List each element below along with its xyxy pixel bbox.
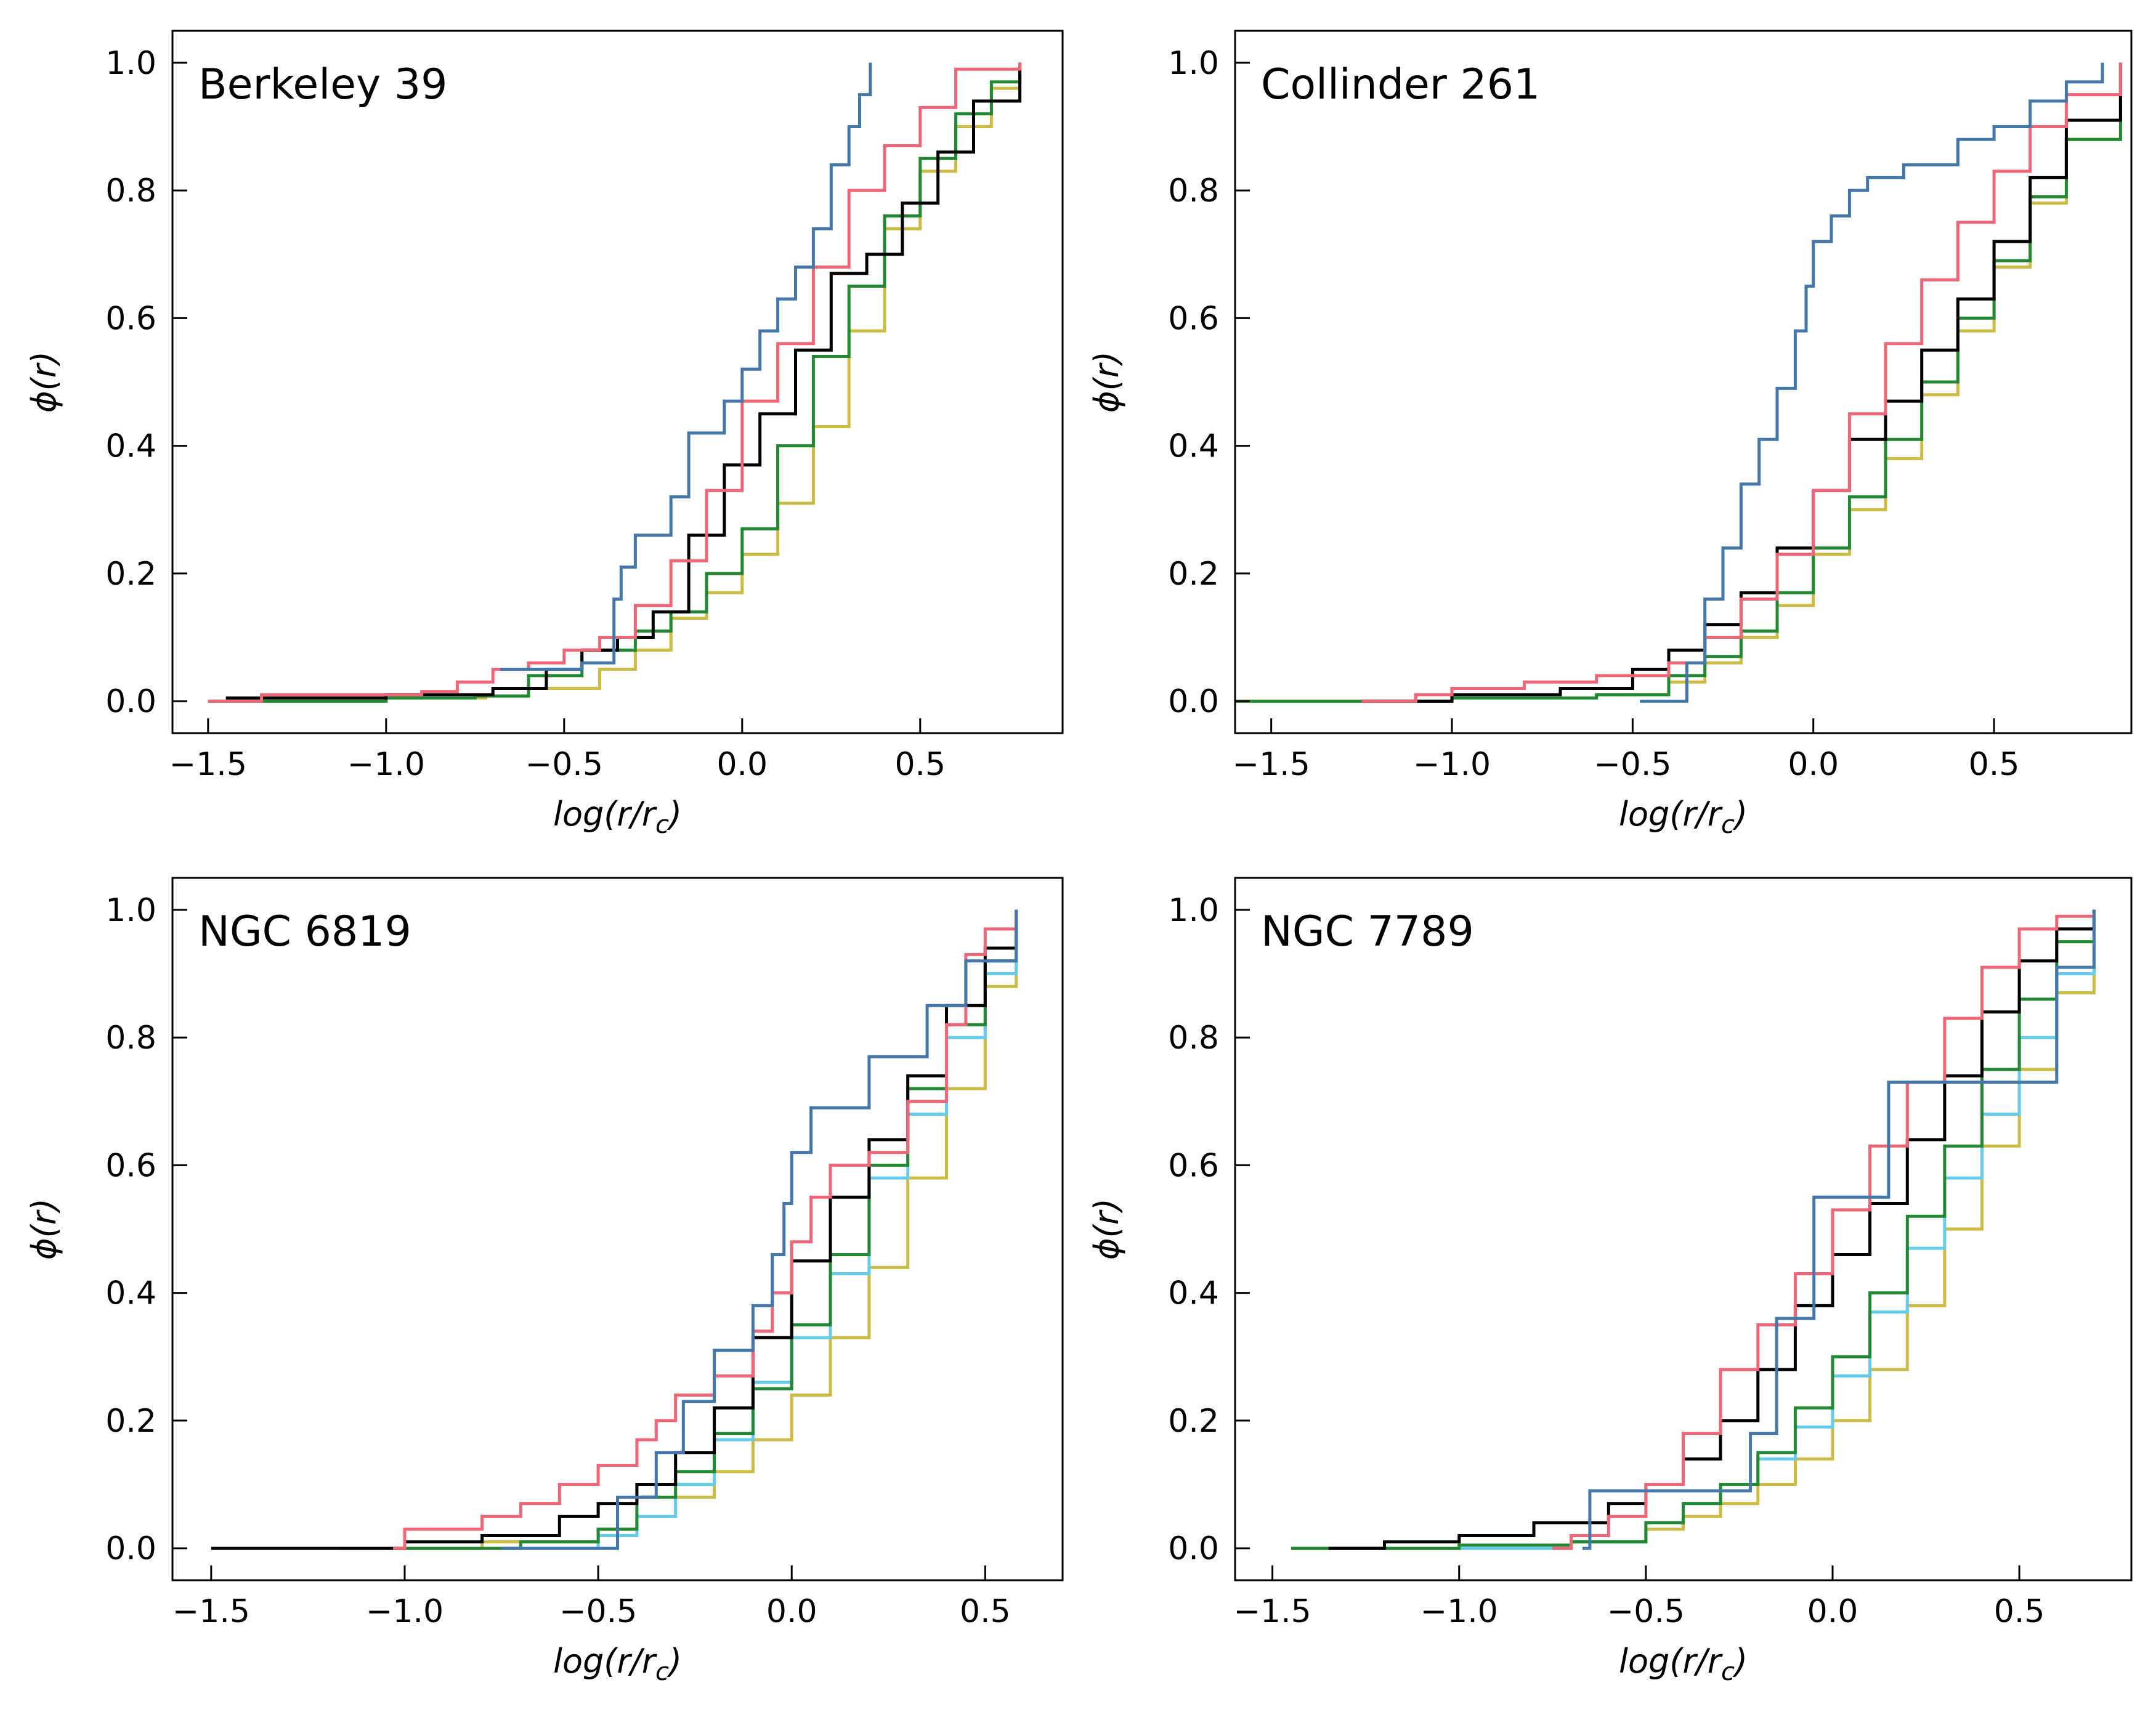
series-group: [1235, 62, 2122, 703]
panel-title: Berkeley 39: [198, 60, 447, 109]
x-tick-label: 0.0: [1807, 1593, 1858, 1630]
x-tick-label: −1.0: [347, 746, 425, 783]
panels-container: −1.5 −1.0 −0.5 0.0 0.5 0.0 0.2 0.4 0.6 0.8 1.0 log(…: [25, 30, 2133, 1686]
y-tick-label: 0.8: [105, 172, 156, 209]
axes-frame: [171, 877, 1064, 1581]
y-tick-label: 0.0: [105, 1530, 156, 1567]
y-axis-label: ϕ(r): [1087, 1198, 1126, 1260]
x-tick-label: 0.5: [894, 746, 946, 783]
x-axis-label: log(r/rc): [553, 795, 682, 839]
y-tick-label: 0.0: [1168, 1530, 1219, 1567]
series-line-blue: [1582, 909, 2096, 1550]
x-tick-label: −1.5: [1233, 1593, 1311, 1630]
series-line-black: [225, 62, 1022, 700]
x-tick-label: −1.0: [1413, 746, 1491, 783]
y-axis-label: ϕ(r): [1087, 351, 1126, 413]
y-tick-label: 0.2: [105, 556, 156, 593]
x-axis-label: log(r/rc): [553, 1642, 682, 1686]
x-tick-label: −1.5: [1233, 746, 1310, 783]
x-tick-label: −0.5: [1607, 1593, 1685, 1630]
y-tick-label: 0.8: [105, 1020, 156, 1057]
series-line-blue: [501, 909, 1018, 1550]
y-tick-label: 0.6: [105, 300, 156, 337]
series-group: [1291, 909, 2096, 1550]
y-tick-label: 0.6: [105, 1147, 156, 1184]
x-axis-label: log(r/rc): [1619, 795, 1748, 839]
y-tick-label: 0.0: [1168, 683, 1219, 720]
x-axis-label: log(r/rc): [1619, 1642, 1748, 1686]
x-tick-label: 0.0: [716, 746, 768, 783]
y-tick-label: 0.0: [105, 683, 156, 720]
x-tick-label: 0.0: [766, 1593, 817, 1630]
series-line-red: [393, 909, 1018, 1550]
series-line-blue: [1640, 62, 2104, 703]
panel-title: NGC 6819: [198, 907, 411, 956]
y-axis-label: ϕ(r): [25, 351, 63, 413]
axes-frame: [1234, 30, 2133, 734]
panel-title: NGC 7789: [1261, 907, 1474, 956]
series-line-green: [1235, 62, 2122, 703]
x-tick-label: 0.5: [1969, 746, 2020, 783]
y-tick-label: 0.8: [1168, 172, 1219, 209]
y-tick-label: 0.6: [1168, 300, 1219, 337]
series-line-red: [1361, 62, 2122, 703]
y-tick-label: 0.4: [1168, 1275, 1219, 1312]
series-line-green: [1291, 909, 2096, 1550]
x-tick-label: 0.0: [1788, 746, 1839, 783]
panel-title: Collinder 261: [1261, 60, 1540, 109]
y-tick-label: 0.4: [105, 1275, 156, 1312]
x-tick-label: −0.5: [525, 746, 603, 783]
y-tick-label: 0.8: [1168, 1020, 1219, 1057]
x-tick-label: −1.0: [1420, 1593, 1498, 1630]
series-group: [211, 909, 1018, 1550]
x-tick-label: −1.0: [366, 1593, 444, 1630]
series-group: [208, 62, 1022, 703]
axes-frame: [1234, 877, 2133, 1581]
x-tick-label: 0.5: [960, 1593, 1011, 1630]
panel-2: −1.5 −1.0 −0.5 0.0 0.5 0.0 0.2 0.4 0.6 0.8 1.0 log(…: [1087, 30, 2133, 839]
y-tick-label: 0.2: [1168, 1403, 1219, 1440]
y-tick-label: 0.6: [1168, 1147, 1219, 1184]
x-tick-label: −1.5: [169, 746, 247, 783]
series-line-red: [1552, 909, 2096, 1550]
panel-3: −1.5 −1.0 −0.5 0.0 0.5 0.0 0.2 0.4 0.6 0.8 1.0 log(…: [25, 877, 1064, 1686]
panel-1: −1.5 −1.0 −0.5 0.0 0.5 0.0 0.2 0.4 0.6 0.8 1.0 log(…: [25, 30, 1064, 839]
x-tick-label: −0.5: [1594, 746, 1671, 783]
y-tick-label: 1.0: [105, 892, 156, 929]
x-tick-label: −1.5: [172, 1593, 250, 1630]
series-line-black: [1328, 909, 2096, 1550]
y-tick-label: 1.0: [1168, 892, 1219, 929]
y-tick-label: 0.2: [105, 1403, 156, 1440]
y-tick-label: 1.0: [105, 45, 156, 82]
series-line-red: [208, 62, 1022, 703]
x-tick-label: −0.5: [559, 1593, 637, 1630]
y-tick-label: 0.4: [105, 428, 156, 465]
x-tick-label: 0.5: [1994, 1593, 2045, 1630]
series-line-blue: [500, 62, 872, 671]
y-tick-label: 0.2: [1168, 556, 1219, 593]
y-axis-label: ϕ(r): [25, 1198, 63, 1260]
y-tick-label: 1.0: [1168, 45, 1219, 82]
panel-4: −1.5 −1.0 −0.5 0.0 0.5 0.0 0.2 0.4 0.6 0.8 1.0 log(…: [1087, 877, 2133, 1686]
y-tick-label: 0.4: [1168, 428, 1219, 465]
axes-frame: [171, 30, 1064, 734]
